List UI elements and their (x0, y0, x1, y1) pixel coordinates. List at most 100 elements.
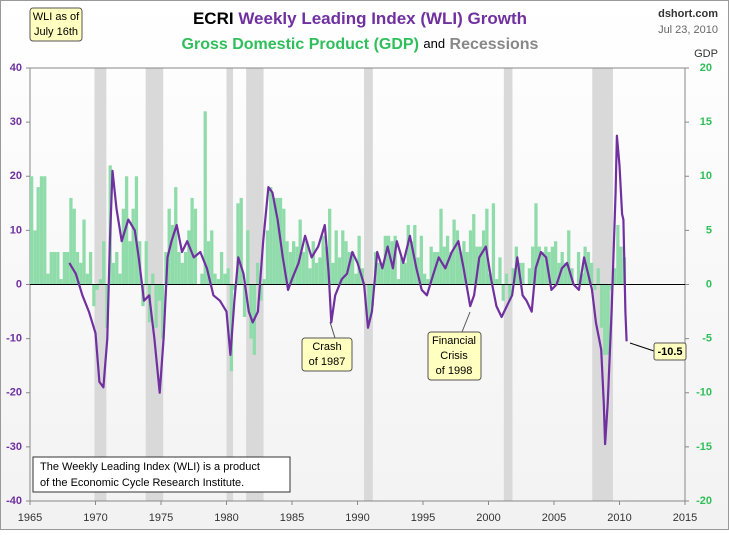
gdp-bar (128, 241, 132, 285)
annotation-box (427, 331, 482, 381)
gdp-bar (66, 252, 70, 285)
y2-tick-label: -15 (696, 441, 712, 453)
y2-tick-label: 15 (700, 116, 712, 128)
gdp-bar (491, 203, 496, 285)
gdp-bar (36, 187, 40, 285)
y2-tick-label: 20 (700, 62, 712, 74)
gdp-bar (210, 230, 214, 285)
gdp-bar (508, 284, 512, 301)
source: dshort.com (658, 8, 718, 20)
gdp-bar (88, 252, 93, 285)
gdp-bar (206, 241, 211, 285)
wli-line (68, 134, 628, 446)
annotation-text: Crash (312, 341, 341, 353)
gdp-bar (498, 257, 502, 285)
gdp-bar (554, 241, 558, 285)
chart-subtitle: Gross Domestic Product (GDP) and Recessi… (182, 36, 539, 53)
y-tick-label: 30 (10, 116, 22, 128)
y-tick-label: 20 (10, 170, 22, 182)
gdp-bar (465, 252, 469, 285)
gdp-bar (400, 257, 404, 285)
gdp-bar (495, 279, 499, 285)
note-box (32, 456, 291, 493)
y-tick-label: -20 (6, 387, 22, 399)
gdp-bar (318, 257, 322, 285)
note-text: of the Economic Cycle Research Institute… (40, 477, 244, 489)
gdp-bar (370, 284, 374, 307)
gdp-bar (239, 197, 243, 285)
title-part: Weekly Leading Index (WLI) Growth (238, 9, 527, 28)
y-tick-label: -10 (6, 333, 22, 345)
gdp-bar (531, 246, 535, 285)
gdp-bar (305, 241, 309, 285)
gdp-bar (118, 273, 122, 285)
gdp-bar (180, 262, 184, 285)
annotation-text: of 1987 (309, 356, 346, 368)
gdp-bar (213, 273, 217, 285)
gdp-bar (183, 252, 188, 285)
gdp-bar (30, 176, 34, 285)
gdp-bar (124, 176, 129, 285)
y-tick-label: 40 (10, 62, 22, 74)
annotation-text: Crisis (440, 350, 468, 362)
gdp-bar (413, 224, 417, 285)
gdp-bar (121, 208, 125, 285)
x-tick-label: 1985 (280, 512, 304, 524)
gdp-bar (354, 273, 358, 285)
gdp-bar (429, 246, 433, 285)
gdp-bar (475, 246, 479, 285)
gdp-bar (216, 279, 220, 285)
gdp-bar (275, 197, 279, 285)
gdp-bar (459, 252, 463, 285)
gdp-bar (98, 279, 103, 285)
gdp-bar (521, 262, 525, 285)
plot-area: -40 -30 -20 -10 0 10 20 30 40 -20 -15 -10 -5 0 5 10 15 20… (6, 62, 712, 524)
gdp-bar (144, 241, 148, 285)
x-tick-label: 2005 (542, 512, 566, 524)
gdp-bar (599, 284, 604, 328)
gdp-bar (449, 252, 453, 285)
annotation-pointer (329, 321, 336, 339)
gdp-bar (396, 279, 401, 285)
gdp-bar (328, 208, 332, 285)
gdp-bar (95, 284, 99, 290)
gdp-bar (219, 252, 224, 285)
gdp-bar (550, 246, 554, 285)
gdp-bar (612, 268, 617, 285)
annotation-pointer (461, 311, 471, 333)
gdp-bar (481, 230, 486, 285)
y-tick-label: 10 (10, 224, 22, 236)
gdp-bar (403, 262, 407, 285)
gdp-bar (282, 208, 286, 285)
gdp-bar (43, 176, 47, 285)
annotation-text: of 1998 (436, 365, 473, 377)
gdp-bar (321, 235, 325, 285)
gdp-bar (324, 246, 329, 285)
gdp-bar (288, 252, 292, 285)
gdp-bar (311, 241, 315, 285)
gdp-bar (409, 241, 414, 285)
gdp-bar (590, 262, 594, 285)
x-tick-label: 2015 (673, 512, 697, 524)
gdp-bar (406, 224, 410, 285)
gdp-bar (380, 262, 384, 285)
gdp-bar (344, 241, 348, 285)
gdp-bar (439, 208, 443, 285)
gdp-bar (455, 230, 460, 285)
gdp-bar (269, 187, 273, 285)
y2-tick-label: 0 (706, 278, 712, 290)
gdp-bar (593, 284, 597, 290)
gdp-bar (157, 284, 161, 301)
gdp-bar (33, 230, 37, 285)
gdp-bar (511, 268, 515, 285)
gdp-bar (331, 262, 335, 285)
gdp-bar (357, 235, 361, 285)
gdp-bar (468, 230, 473, 285)
gdp-bar (534, 203, 538, 285)
gdp-bar (92, 284, 96, 307)
gdp-bar (501, 284, 505, 301)
gdp-bar (557, 262, 561, 285)
gdp-bar (544, 246, 548, 285)
gdp-bar (246, 230, 250, 285)
